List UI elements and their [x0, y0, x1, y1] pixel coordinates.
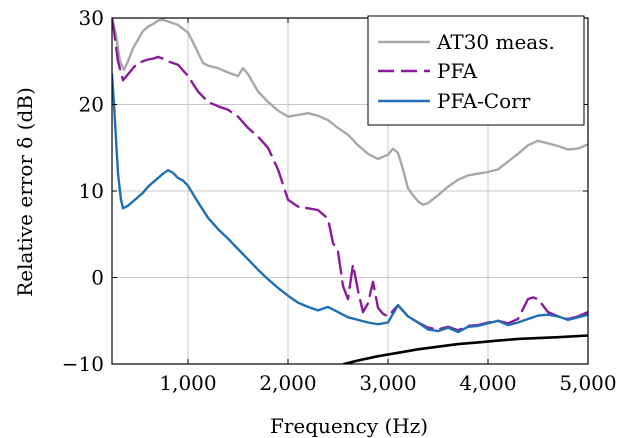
series-line-reference: [342, 334, 588, 364]
plot-lines: [112, 18, 588, 364]
tick-labels: 1,000 2,000 3,000 4,000 5,000 −10 0 10 20 30: [62, 6, 617, 395]
y-axis-title: Relative error δ (dB): [13, 87, 37, 297]
legend-label-at30-meas: AT30 meas.: [436, 30, 555, 54]
legend: AT30 meas. PFA PFA-Corr: [367, 15, 585, 126]
x-tick-label: 2,000: [259, 371, 316, 395]
series-line-pfa-corr: [112, 73, 588, 334]
legend-label-pfa-corr: PFA-Corr: [437, 89, 531, 113]
x-tick-label: 3,000: [359, 371, 416, 395]
x-tick-label: 5,000: [559, 371, 616, 395]
series-line-pfa: [112, 18, 588, 332]
x-axis-title: Frequency (Hz): [270, 414, 428, 438]
x-tick-label: 4,000: [459, 371, 516, 395]
y-tick-label: −10: [62, 352, 104, 376]
y-tick-label: 20: [79, 93, 104, 117]
x-tick-label: 1,000: [159, 371, 216, 395]
series-line-at30-meas-: [112, 18, 588, 206]
y-tick-label: 30: [79, 6, 104, 30]
y-tick-label: 0: [91, 266, 104, 290]
y-tick-label: 10: [79, 179, 104, 203]
legend-label-pfa: PFA: [437, 59, 478, 83]
